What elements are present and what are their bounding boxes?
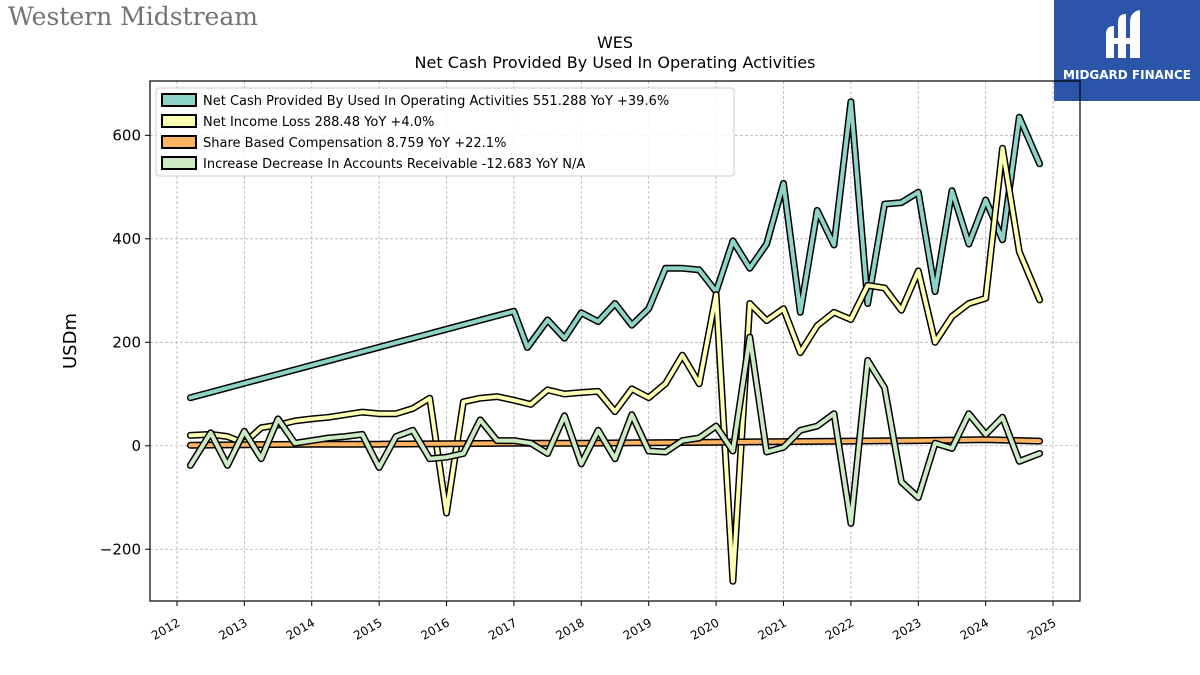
- legend-label: Net Income Loss 288.48 YoY +4.0%: [203, 115, 434, 130]
- series-4: [186, 333, 1044, 527]
- series-line: [188, 99, 1042, 400]
- midgard-logo-icon: [1106, 10, 1140, 58]
- series-1: [186, 98, 1044, 402]
- series-line: [188, 146, 1042, 584]
- x-tick-label: 2024: [958, 615, 991, 642]
- series-lines: [186, 98, 1044, 585]
- x-tick-label: 2020: [688, 615, 721, 642]
- legend-swatch: [161, 135, 197, 149]
- legend-label: Share Based Compensation 8.759 YoY +22.1…: [203, 136, 506, 151]
- x-axis-ticks: 2012 2013 2014 2015 2016 2017 2018 2019 2020 2021…: [149, 601, 1059, 643]
- series-line: [188, 437, 1042, 448]
- series-line: [188, 335, 1042, 526]
- y-tick-label: 400: [112, 230, 141, 248]
- series-3: [186, 436, 1044, 449]
- y-tick-label: 600: [112, 126, 141, 144]
- y-axis-ticks: −200 0 200 400 600: [100, 126, 150, 558]
- y-axis-label: USDm: [60, 313, 81, 369]
- x-tick-label: 2025: [1025, 615, 1058, 642]
- midgard-finance-label: MIDGARD FINANCE: [1063, 68, 1191, 82]
- y-tick-label: 200: [112, 333, 141, 351]
- legend-swatch: [161, 156, 197, 170]
- legend-swatch: [161, 114, 197, 128]
- chart-subtitle: Net Cash Provided By Used In Operating A…: [415, 53, 816, 72]
- midgard-finance-badge[interactable]: MIDGARD FINANCE: [1054, 0, 1200, 101]
- x-tick-label: 2023: [890, 615, 923, 642]
- legend-label: Net Cash Provided By Used In Operating A…: [203, 94, 669, 109]
- x-tick-label: 2021: [756, 615, 789, 642]
- x-tick-label: 2014: [284, 615, 317, 642]
- legend: Net Cash Provided By Used In Operating A…: [155, 87, 735, 177]
- x-tick-label: 2013: [216, 615, 249, 642]
- company-logo: Western Midstream: [8, 2, 258, 31]
- x-tick-label: 2012: [149, 615, 182, 642]
- x-tick-label: 2017: [486, 615, 519, 642]
- x-tick-label: 2022: [823, 615, 856, 642]
- x-tick-label: 2019: [621, 615, 654, 642]
- legend-box: [155, 87, 735, 177]
- x-tick-label: 2016: [419, 615, 452, 642]
- y-tick-label: 0: [131, 437, 141, 455]
- plot-frame: [149, 80, 1081, 602]
- legend-swatch: [161, 93, 197, 107]
- y-tick-label: −200: [100, 540, 141, 558]
- chart-title: WES: [597, 33, 633, 52]
- legend-label: Increase Decrease In Accounts Receivable…: [203, 157, 585, 172]
- x-tick-label: 2015: [351, 615, 384, 642]
- series-2: [186, 144, 1044, 585]
- x-tick-label: 2018: [553, 615, 586, 642]
